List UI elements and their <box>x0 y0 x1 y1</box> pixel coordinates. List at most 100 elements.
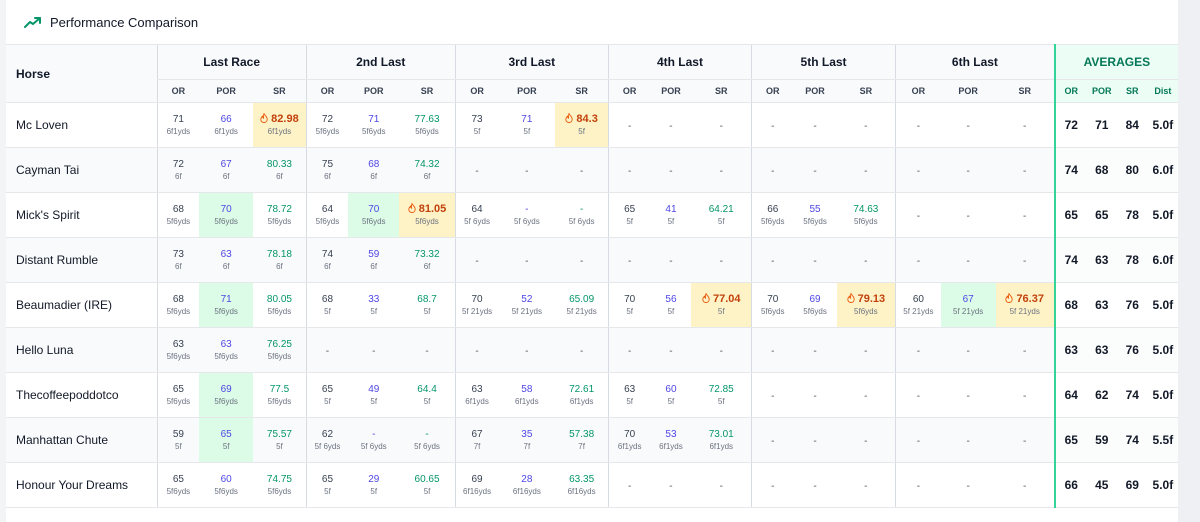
or-subheader[interactable]: OR <box>454 79 499 103</box>
distance-label: 5f6yds <box>267 352 292 361</box>
race-group-header[interactable]: 3rd Last <box>454 44 609 80</box>
or-cell: 70 6f1yds <box>607 417 651 463</box>
or-subheader[interactable]: OR <box>751 79 794 103</box>
sr-cell: - <box>995 147 1055 193</box>
average-sr-value: 78 <box>1116 192 1148 238</box>
or-cell: 63 6f1yds <box>454 372 499 418</box>
or-value: 66 <box>767 204 779 215</box>
table-row[interactable]: Beaumadier (IRE) 68 5f6yds 71 5f6yds 80.05 5f6… <box>6 282 1178 328</box>
sr-cell: - <box>691 102 752 148</box>
por-cell: - <box>650 237 692 283</box>
por-subheader[interactable]: POR <box>650 79 692 103</box>
average-por-subheader: POR <box>1086 79 1117 103</box>
or-subheader[interactable]: OR <box>156 79 200 103</box>
distance-label: 5f <box>423 487 431 496</box>
horse-name[interactable]: Honour Your Dreams <box>6 462 158 508</box>
card-header: Performance Comparison <box>6 0 1178 44</box>
por-value: 58 <box>521 384 533 395</box>
table-row[interactable]: Manhattan Chute 59 5f 65 5f 75.57 5f 62 5f 6yds -… <box>6 417 1178 463</box>
por-cell: 56 5f <box>650 282 692 328</box>
sr-cell: 76.37 5f 21yds <box>995 282 1055 328</box>
sr-subheader[interactable]: SR <box>253 79 307 103</box>
por-subheader[interactable]: POR <box>793 79 837 103</box>
sr-subheader[interactable]: SR <box>995 79 1055 103</box>
empty-dash: - <box>1023 256 1027 267</box>
race-group-header[interactable]: 6th Last <box>895 44 1055 80</box>
por-cell: 71 5f6yds <box>348 102 400 148</box>
sr-value: 82.98 <box>271 113 299 125</box>
or-subheader[interactable]: OR <box>607 79 651 103</box>
race-group-header[interactable]: Last Race <box>156 44 307 80</box>
por-cell: 59 6f <box>348 237 400 283</box>
sr-subheader[interactable]: SR <box>691 79 752 103</box>
horse-name[interactable]: Hello Luna <box>6 327 158 373</box>
sr-cell: - <box>555 147 609 193</box>
distance-label: 5f 21yds <box>566 307 597 316</box>
por-cell: - 5f 6yds <box>498 192 556 238</box>
table-row[interactable]: Honour Your Dreams 65 5f6yds 60 5f6yds 74.75 5… <box>6 462 1178 508</box>
horse-name[interactable]: Manhattan Chute <box>6 417 158 463</box>
horse-column-header[interactable]: Horse <box>6 44 158 103</box>
average-or-value: 63 <box>1053 327 1087 373</box>
por-subheader[interactable]: POR <box>348 79 400 103</box>
empty-dash: - <box>864 481 868 492</box>
table-row[interactable]: Distant Rumble 73 6f 63 6f 78.18 6f 74 6f 59 6f 73.… <box>6 237 1178 283</box>
distance-label: 5f <box>175 442 182 451</box>
empty-dash: - <box>1023 166 1027 177</box>
or-cell: 63 5f <box>607 372 651 418</box>
por-cell: - <box>498 237 556 283</box>
table-row[interactable]: Hello Luna 63 5f6yds 63 5f6yds 76.25 5f6yds - - -… <box>6 327 1178 373</box>
sr-subheader[interactable]: SR <box>399 79 456 103</box>
por-subheader[interactable]: POR <box>940 79 996 103</box>
or-subheader[interactable]: OR <box>895 79 941 103</box>
sr-cell: - <box>836 372 896 418</box>
por-cell: - <box>498 327 556 373</box>
distance-label: 6f <box>175 172 182 181</box>
race-group-header[interactable]: 2nd Last <box>305 44 456 80</box>
sr-value: 60.65 <box>414 474 440 485</box>
or-cell: 68 5f6yds <box>156 192 200 238</box>
sr-cell: - <box>555 237 609 283</box>
horse-name[interactable]: Mc Loven <box>6 102 158 148</box>
average-por-value: 63 <box>1086 282 1117 328</box>
sr-subheader[interactable]: SR <box>555 79 609 103</box>
or-cell: - <box>607 147 651 193</box>
sr-subheader[interactable]: SR <box>836 79 896 103</box>
or-cell: - <box>895 417 941 463</box>
por-subheader[interactable]: POR <box>498 79 556 103</box>
sr-cell: 63.35 6f16yds <box>555 462 609 508</box>
horse-name[interactable]: Thecoffeepoddotco <box>6 372 158 418</box>
or-cell: - <box>751 237 794 283</box>
horse-name[interactable]: Mick's Spirit <box>6 192 158 238</box>
or-value: 69 <box>471 474 483 485</box>
sr-cell: 64.4 5f <box>399 372 456 418</box>
distance-label: 6f <box>276 262 283 271</box>
empty-dash: - <box>669 121 673 132</box>
distance-label: 5f6yds <box>214 352 238 361</box>
table-row[interactable]: Mc Loven 71 6f1yds 66 6f1yds 82.98 6f1yds 72 5f6… <box>6 102 1178 148</box>
table-row[interactable]: Cayman Tai 72 6f 67 6f 80.33 6f 75 6f 68 6f 74.32 6f… <box>6 147 1178 193</box>
por-subheader[interactable]: POR <box>199 79 254 103</box>
table-row[interactable]: Thecoffeepoddotco 65 5f6yds 69 5f6yds 77.5 5f6… <box>6 372 1178 418</box>
distance-label: 6f <box>423 262 431 271</box>
or-subheader[interactable]: OR <box>305 79 349 103</box>
sr-cell: - <box>995 192 1055 238</box>
average-por-value: 45 <box>1086 462 1117 508</box>
horse-name[interactable]: Cayman Tai <box>6 147 158 193</box>
sr-value: 77.04 <box>712 293 741 305</box>
distance-label: 5f6yds <box>166 307 191 316</box>
or-value: 72 <box>172 159 184 170</box>
horse-name[interactable]: Distant Rumble <box>6 237 158 283</box>
horse-name[interactable]: Beaumadier (IRE) <box>6 282 158 328</box>
sr-value: 65.09 <box>569 294 595 305</box>
por-value: 28 <box>521 474 533 485</box>
sr-cell: - <box>691 327 752 373</box>
distance-label: 6f1yds <box>465 397 489 406</box>
race-group-header[interactable]: 5th Last <box>751 44 896 80</box>
or-cell: 67 7f <box>454 417 499 463</box>
sr-value: - <box>425 429 429 440</box>
sr-cell: - <box>399 327 456 373</box>
table-row[interactable]: Mick's Spirit 68 5f6yds 70 5f6yds 78.72 5f6yds… <box>6 192 1178 238</box>
race-group-header[interactable]: 4th Last <box>607 44 752 80</box>
average-sr-value: 76 <box>1116 282 1148 328</box>
